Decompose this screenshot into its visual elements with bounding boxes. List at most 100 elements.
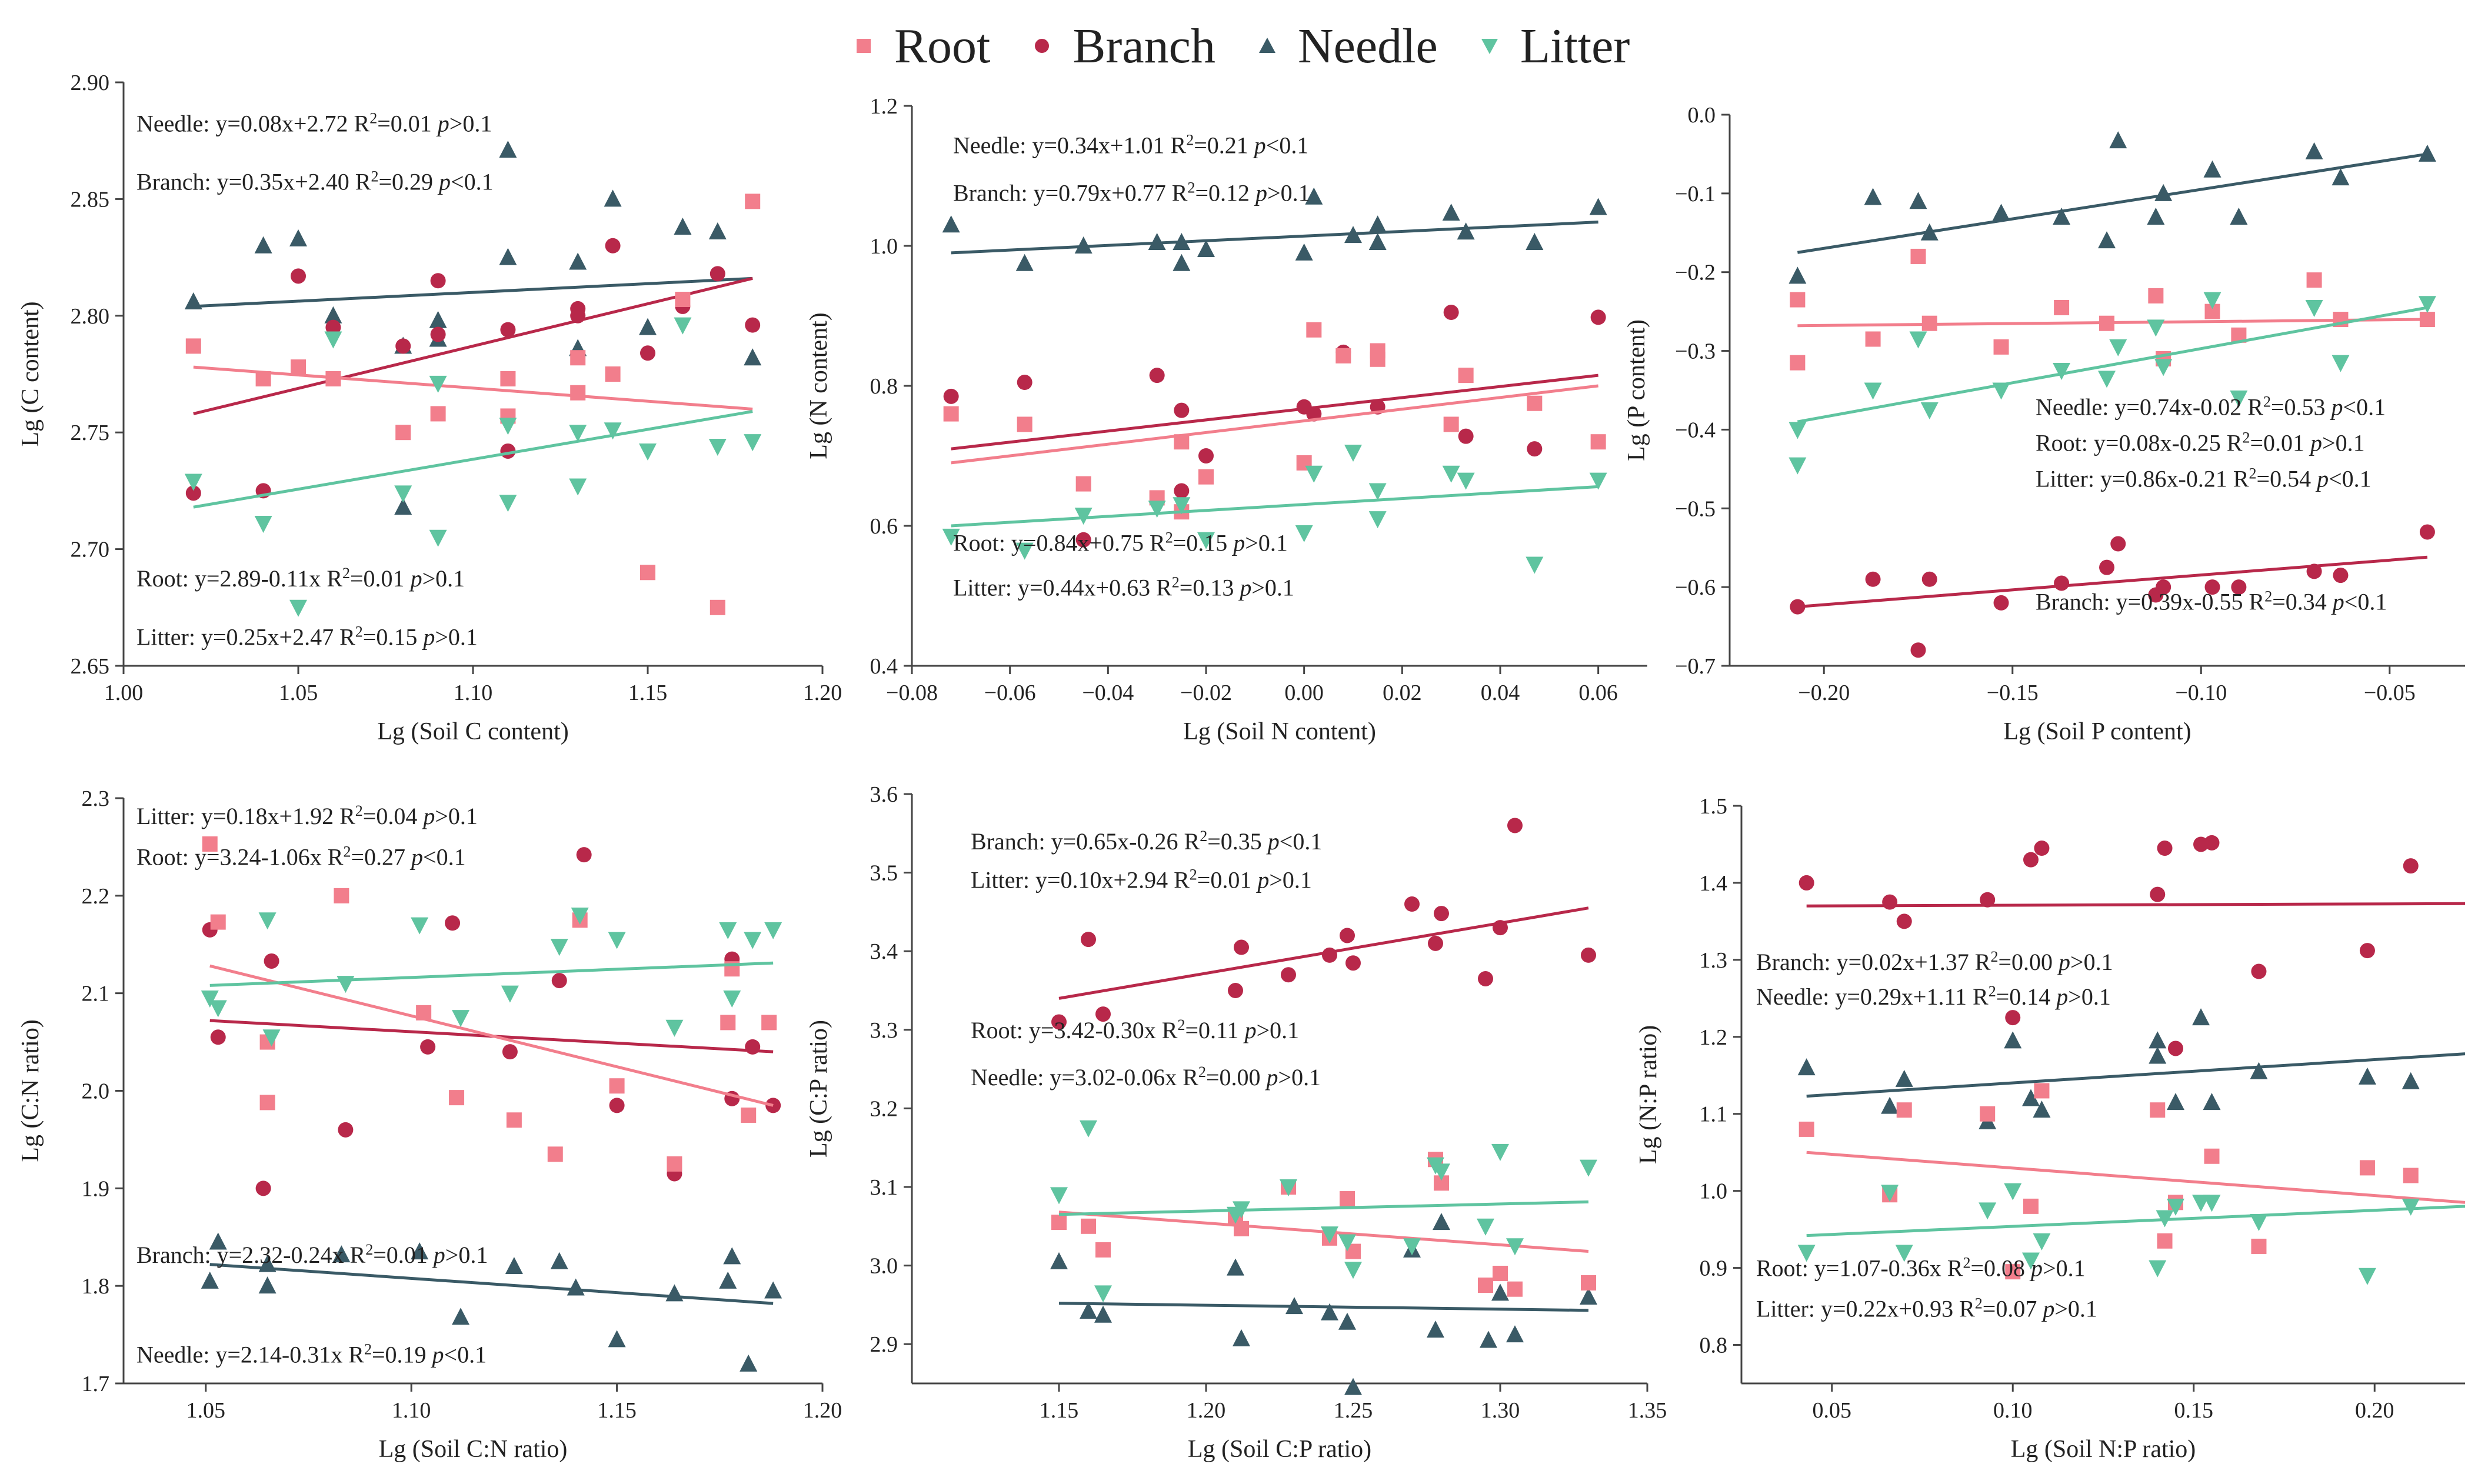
x-axis-label: Lg (Soil C:N ratio) (379, 1436, 568, 1463)
point-litter (262, 1029, 281, 1047)
regression-litter: Litter: y=0.25x+2.47 R2=0.15 p>0.1 (136, 623, 478, 651)
y-tick-label: 0.8 (1700, 1333, 1728, 1358)
point-litter (429, 529, 447, 547)
point-needle (452, 1308, 470, 1325)
x-tick-label: 1.15 (628, 681, 668, 705)
y-tick-label: 2.75 (71, 421, 110, 445)
point-needle (1920, 223, 1939, 241)
point-litter (1080, 1120, 1097, 1138)
point-litter (1589, 472, 1607, 490)
point-root (1478, 1278, 1493, 1293)
point-litter (1368, 511, 1387, 529)
point-branch (1993, 595, 2009, 611)
point-litter (2332, 355, 2350, 372)
y-tick-label: 0.9 (1700, 1256, 1728, 1281)
point-root (570, 350, 586, 366)
point-litter (2203, 292, 2221, 309)
y-tick-label: −0.1 (1675, 182, 1716, 206)
point-branch (1865, 571, 1881, 587)
regression-litter: Litter: y=0.10x+2.94 R2=0.01 p>0.1 (971, 866, 1312, 893)
panel-6: 0.05 0.10 0.15 0.20 0.8 0.9 1.0 1.1 1.2 1.3 1.4 1.5… (1635, 794, 2466, 1463)
point-needle (608, 1330, 626, 1348)
point-root (2251, 1238, 2267, 1254)
point-branch (2150, 886, 2166, 902)
point-branch (1896, 913, 1912, 929)
point-litter (550, 939, 568, 956)
point-litter (1909, 331, 1927, 349)
point-needle (1788, 266, 1807, 284)
point-litter (1403, 1238, 1421, 1256)
x-tick-label: 1.10 (392, 1398, 431, 1423)
point-needle (674, 218, 692, 235)
point-litter (184, 473, 202, 491)
point-needle (429, 311, 447, 328)
point-branch (325, 319, 341, 335)
y-tick-label: 1.4 (1700, 871, 1728, 896)
y-axis-label: Lg (P content) (1623, 319, 1650, 461)
point-litter (2022, 1252, 2040, 1270)
point-needle (1506, 1325, 1524, 1343)
point-litter (2109, 339, 2127, 356)
point-root (609, 1078, 625, 1094)
point-root (1865, 331, 1881, 347)
point-litter (2053, 363, 2071, 381)
point-branch (1174, 402, 1190, 418)
point-root (395, 425, 411, 441)
point-branch (1081, 932, 1096, 948)
point-litter (1295, 525, 1313, 542)
y-tick-label: 2.80 (71, 304, 110, 329)
point-needle (1015, 254, 1034, 271)
point-needle (1074, 236, 1093, 254)
point-needle (1094, 1305, 1112, 1323)
point-needle (2305, 142, 2323, 159)
point-litter (2004, 1183, 2022, 1200)
point-root (1790, 355, 1806, 371)
point-litter (571, 908, 589, 925)
point-needle (639, 318, 657, 335)
point-litter (324, 331, 342, 349)
x-tick-label: 1.20 (803, 1398, 842, 1423)
x-tick-label: −0.06 (984, 681, 1036, 705)
point-litter (429, 375, 447, 393)
point-needle (665, 1284, 684, 1302)
point-needle (1295, 243, 1313, 261)
y-tick-label: 2.65 (71, 654, 110, 679)
point-root (605, 366, 621, 382)
point-root (943, 406, 959, 422)
point-litter (209, 1000, 227, 1018)
point-litter (744, 434, 762, 452)
point-litter (2156, 1210, 2174, 1228)
point-branch (264, 953, 279, 969)
x-tick-label: 1.15 (597, 1398, 637, 1423)
y-tick-label: 2.70 (71, 538, 110, 562)
point-litter (569, 425, 587, 442)
point-needle (254, 236, 272, 254)
point-branch (1404, 896, 1420, 912)
point-needle (1197, 239, 1215, 257)
point-litter (1797, 1245, 1816, 1262)
point-branch (1428, 935, 1443, 951)
x-tick-label: 0.20 (2355, 1398, 2394, 1423)
point-needle (1233, 1329, 1250, 1346)
x-tick-label: −0.15 (1987, 681, 2039, 705)
y-tick-label: 1.8 (82, 1274, 110, 1299)
point-branch (1198, 448, 1214, 463)
point-litter (1477, 1218, 1494, 1236)
point-root (1340, 1191, 1355, 1207)
point-root (2419, 312, 2435, 328)
point-root (210, 914, 226, 930)
y-tick-label: 3.6 (870, 782, 898, 807)
x-axis-label: Lg (Soil P content) (2003, 718, 2191, 745)
legend-marker-needle (1258, 38, 1275, 53)
point-litter (1992, 382, 2010, 400)
y-tick-label: 1.7 (82, 1372, 110, 1396)
fit-line-root (209, 964, 774, 1107)
y-tick-label: 1.1 (1700, 1102, 1728, 1127)
point-branch (1882, 894, 1898, 910)
point-branch (2204, 835, 2220, 851)
point-branch (430, 273, 446, 289)
point-branch (1017, 375, 1032, 391)
point-branch (710, 266, 725, 282)
legend-label-root: Root (894, 18, 991, 74)
point-root (1581, 1275, 1596, 1290)
